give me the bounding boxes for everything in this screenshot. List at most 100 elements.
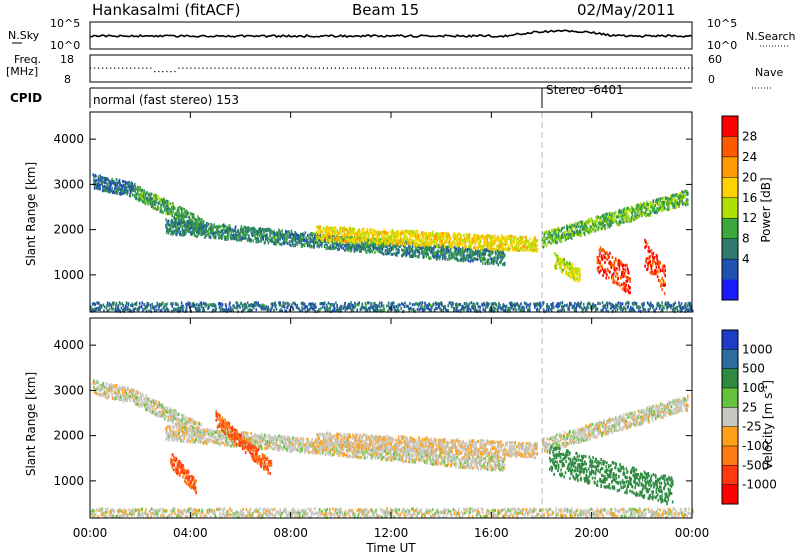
heatmap-cell [254,237,256,240]
heatmap-cell [331,227,333,231]
heatmap-cell [167,231,170,235]
heatmap-cell [362,231,364,235]
heatmap-cell [263,228,266,232]
heatmap-cell [153,196,155,200]
frequency-point [639,67,641,69]
heatmap-cell [122,191,124,195]
heatmap-cell [143,190,146,194]
frequency-point [186,67,188,69]
heatmap-cell [98,301,100,305]
heatmap-cell [320,243,323,247]
heatmap-cell [119,302,122,306]
heatmap-cell [182,306,185,309]
heatmap-cell [645,241,647,244]
heatmap-cell [340,233,343,236]
heatmap-cell [441,232,444,236]
frequency-point [603,67,605,69]
heatmap-cell [209,236,212,239]
heatmap-cell [298,307,300,311]
heatmap-cell [626,267,629,271]
heatmap-cell [567,273,570,277]
frequency-point [214,67,216,69]
heatmap-cell [646,257,648,261]
heatmap-cell [579,229,581,233]
heatmap-cell [460,247,462,251]
heatmap-cell [336,304,338,308]
heatmap-cell [552,241,555,244]
heatmap-cell [414,229,417,233]
heatmap-cell [631,210,634,214]
heatmap-cell [233,235,235,239]
heatmap-cell [335,231,337,235]
heatmap-cell [419,246,422,250]
heatmap-cell [631,214,634,217]
heatmap-cell [195,307,197,310]
heatmap-cell [147,200,150,204]
heatmap-cell [556,241,559,245]
heatmap-cell [653,260,656,264]
heatmap-cell [476,247,478,251]
heatmap-cell [629,291,631,295]
heatmap-cell [521,248,523,252]
heatmap-cell [598,222,601,226]
frequency-point [254,67,256,69]
heatmap-cell [259,239,261,243]
heatmap-cell [153,195,155,198]
heatmap-cell [500,243,503,247]
heatmap-cell [596,261,599,264]
heatmap-cell [659,197,661,201]
date-title: 02/May/2011 [577,1,675,19]
heatmap-cell [332,232,335,236]
heatmap-cell [134,195,137,198]
heatmap-cell [217,229,219,233]
heatmap-cell [668,207,671,211]
heatmap-cell [317,242,319,246]
heatmap-cell [260,239,263,243]
heatmap-cell [172,210,174,214]
heatmap-cell [482,246,485,250]
heatmap-cell [425,234,428,237]
heatmap-cell [317,225,320,229]
frequency-point [487,67,489,69]
heatmap-cell [310,238,313,242]
heatmap-cell [680,201,682,205]
heatmap-cell [389,250,391,254]
heatmap-cell [225,307,228,311]
heatmap-cell [618,215,620,219]
heatmap-cell [451,254,453,258]
frequency-point [102,67,104,69]
heatmap-cell [191,220,194,224]
heatmap-cell [120,184,122,188]
heatmap-cell [598,254,601,258]
heatmap-cell [475,240,477,244]
heatmap-cell [338,241,340,245]
heatmap-cell [667,202,670,205]
heatmap-cell [646,267,649,271]
heatmap-cell [484,257,486,261]
heatmap-cell [617,276,619,280]
heatmap-cell [169,212,172,216]
heatmap-cell [553,228,555,232]
heatmap-cell [307,308,309,312]
heatmap-cell [449,247,452,251]
heatmap-cell [456,233,458,237]
heatmap-cell [429,234,431,238]
heatmap-cell [101,189,104,193]
heatmap-cell [323,301,326,305]
heatmap-cell [437,255,439,259]
heatmap-cell [115,305,117,309]
heatmap-cell [178,227,180,231]
heatmap-cell [417,243,419,247]
heatmap-cell [653,203,655,207]
frequency-point [615,67,617,69]
heatmap-cell [167,309,170,313]
heatmap-cell [461,243,464,247]
heatmap-cell [490,235,493,238]
heatmap-cell [141,301,143,305]
heatmap-cell [313,303,315,307]
frequency-point [150,67,152,69]
heatmap-cell [535,245,537,249]
heatmap-cell [108,187,110,191]
heatmap-cell [261,227,264,231]
heatmap-cell [614,210,617,214]
